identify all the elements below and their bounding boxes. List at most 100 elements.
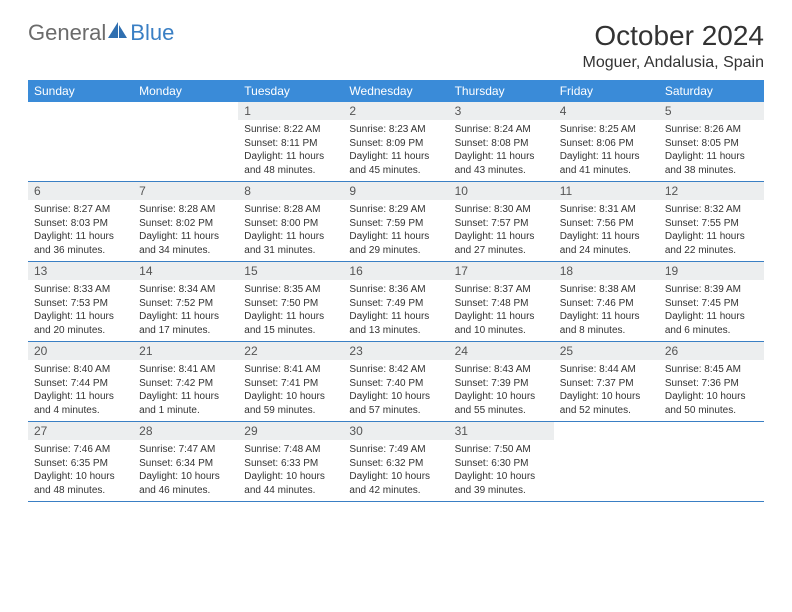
sunrise-text: Sunrise: 8:24 AM — [455, 123, 548, 137]
weekday-label: Tuesday — [238, 80, 343, 102]
calendar-cell: 27Sunrise: 7:46 AMSunset: 6:35 PMDayligh… — [28, 422, 133, 502]
daylight-text: Daylight: 10 hours and 46 minutes. — [139, 470, 232, 497]
sunrise-text: Sunrise: 8:33 AM — [34, 283, 127, 297]
daylight-text: Daylight: 10 hours and 55 minutes. — [455, 390, 548, 417]
sunset-text: Sunset: 7:49 PM — [349, 297, 442, 311]
daylight-text: Daylight: 11 hours and 15 minutes. — [244, 310, 337, 337]
calendar-week: 20Sunrise: 8:40 AMSunset: 7:44 PMDayligh… — [28, 342, 764, 422]
day-details: Sunrise: 8:39 AMSunset: 7:45 PMDaylight:… — [659, 280, 764, 341]
sunset-text: Sunset: 7:48 PM — [455, 297, 548, 311]
day-details: Sunrise: 8:31 AMSunset: 7:56 PMDaylight:… — [554, 200, 659, 261]
calendar-cell: 31Sunrise: 7:50 AMSunset: 6:30 PMDayligh… — [449, 422, 554, 502]
day-details: Sunrise: 8:23 AMSunset: 8:09 PMDaylight:… — [343, 120, 448, 181]
sunrise-text: Sunrise: 8:39 AM — [665, 283, 758, 297]
calendar-cell: 10Sunrise: 8:30 AMSunset: 7:57 PMDayligh… — [449, 182, 554, 262]
weekday-label: Thursday — [449, 80, 554, 102]
day-details: Sunrise: 8:40 AMSunset: 7:44 PMDaylight:… — [28, 360, 133, 421]
calendar-cell: 19Sunrise: 8:39 AMSunset: 7:45 PMDayligh… — [659, 262, 764, 342]
daylight-text: Daylight: 11 hours and 10 minutes. — [455, 310, 548, 337]
daylight-text: Daylight: 11 hours and 8 minutes. — [560, 310, 653, 337]
page-header: General Blue October 2024 Moguer, Andalu… — [28, 20, 764, 72]
day-number: 2 — [343, 102, 448, 120]
sunset-text: Sunset: 7:36 PM — [665, 377, 758, 391]
day-details: Sunrise: 8:43 AMSunset: 7:39 PMDaylight:… — [449, 360, 554, 421]
day-number: 4 — [554, 102, 659, 120]
calendar-week: 27Sunrise: 7:46 AMSunset: 6:35 PMDayligh… — [28, 422, 764, 502]
calendar-cell — [28, 102, 133, 182]
calendar-body: 1Sunrise: 8:22 AMSunset: 8:11 PMDaylight… — [28, 102, 764, 502]
day-number: 9 — [343, 182, 448, 200]
calendar-cell — [133, 102, 238, 182]
weekday-label: Sunday — [28, 80, 133, 102]
daylight-text: Daylight: 11 hours and 31 minutes. — [244, 230, 337, 257]
day-number: 30 — [343, 422, 448, 440]
sunrise-text: Sunrise: 7:49 AM — [349, 443, 442, 457]
sunrise-text: Sunrise: 8:31 AM — [560, 203, 653, 217]
weekday-label: Wednesday — [343, 80, 448, 102]
sunrise-text: Sunrise: 8:34 AM — [139, 283, 232, 297]
day-details: Sunrise: 7:50 AMSunset: 6:30 PMDaylight:… — [449, 440, 554, 501]
sunset-text: Sunset: 7:37 PM — [560, 377, 653, 391]
day-number: 18 — [554, 262, 659, 280]
calendar-cell: 7Sunrise: 8:28 AMSunset: 8:02 PMDaylight… — [133, 182, 238, 262]
sunset-text: Sunset: 8:02 PM — [139, 217, 232, 231]
day-details: Sunrise: 8:34 AMSunset: 7:52 PMDaylight:… — [133, 280, 238, 341]
sunrise-text: Sunrise: 8:22 AM — [244, 123, 337, 137]
sunset-text: Sunset: 7:59 PM — [349, 217, 442, 231]
day-details: Sunrise: 8:36 AMSunset: 7:49 PMDaylight:… — [343, 280, 448, 341]
calendar-cell: 26Sunrise: 8:45 AMSunset: 7:36 PMDayligh… — [659, 342, 764, 422]
daylight-text: Daylight: 11 hours and 38 minutes. — [665, 150, 758, 177]
calendar-cell: 28Sunrise: 7:47 AMSunset: 6:34 PMDayligh… — [133, 422, 238, 502]
day-number: 24 — [449, 342, 554, 360]
day-details: Sunrise: 7:47 AMSunset: 6:34 PMDaylight:… — [133, 440, 238, 501]
day-number — [133, 102, 238, 106]
sunset-text: Sunset: 8:06 PM — [560, 137, 653, 151]
calendar-cell: 30Sunrise: 7:49 AMSunset: 6:32 PMDayligh… — [343, 422, 448, 502]
day-details: Sunrise: 8:44 AMSunset: 7:37 PMDaylight:… — [554, 360, 659, 421]
sunrise-text: Sunrise: 7:47 AM — [139, 443, 232, 457]
daylight-text: Daylight: 10 hours and 48 minutes. — [34, 470, 127, 497]
sunrise-text: Sunrise: 8:23 AM — [349, 123, 442, 137]
day-details: Sunrise: 7:49 AMSunset: 6:32 PMDaylight:… — [343, 440, 448, 501]
weekday-label: Friday — [554, 80, 659, 102]
daylight-text: Daylight: 11 hours and 45 minutes. — [349, 150, 442, 177]
sunrise-text: Sunrise: 7:46 AM — [34, 443, 127, 457]
day-number: 21 — [133, 342, 238, 360]
day-number: 27 — [28, 422, 133, 440]
calendar-cell: 8Sunrise: 8:28 AMSunset: 8:00 PMDaylight… — [238, 182, 343, 262]
calendar-cell: 17Sunrise: 8:37 AMSunset: 7:48 PMDayligh… — [449, 262, 554, 342]
daylight-text: Daylight: 11 hours and 36 minutes. — [34, 230, 127, 257]
day-number — [554, 422, 659, 426]
day-number: 26 — [659, 342, 764, 360]
day-details: Sunrise: 8:42 AMSunset: 7:40 PMDaylight:… — [343, 360, 448, 421]
sail-icon — [108, 22, 128, 40]
sunrise-text: Sunrise: 8:28 AM — [244, 203, 337, 217]
day-details: Sunrise: 8:25 AMSunset: 8:06 PMDaylight:… — [554, 120, 659, 181]
daylight-text: Daylight: 11 hours and 17 minutes. — [139, 310, 232, 337]
day-number: 31 — [449, 422, 554, 440]
day-details: Sunrise: 8:45 AMSunset: 7:36 PMDaylight:… — [659, 360, 764, 421]
daylight-text: Daylight: 11 hours and 22 minutes. — [665, 230, 758, 257]
sunrise-text: Sunrise: 8:44 AM — [560, 363, 653, 377]
day-number: 7 — [133, 182, 238, 200]
brand-part2: Blue — [130, 20, 174, 46]
sunrise-text: Sunrise: 8:35 AM — [244, 283, 337, 297]
daylight-text: Daylight: 11 hours and 20 minutes. — [34, 310, 127, 337]
day-details: Sunrise: 8:37 AMSunset: 7:48 PMDaylight:… — [449, 280, 554, 341]
day-details: Sunrise: 8:29 AMSunset: 7:59 PMDaylight:… — [343, 200, 448, 261]
day-number: 19 — [659, 262, 764, 280]
calendar-cell: 29Sunrise: 7:48 AMSunset: 6:33 PMDayligh… — [238, 422, 343, 502]
daylight-text: Daylight: 11 hours and 43 minutes. — [455, 150, 548, 177]
day-details: Sunrise: 8:41 AMSunset: 7:42 PMDaylight:… — [133, 360, 238, 421]
calendar-cell: 15Sunrise: 8:35 AMSunset: 7:50 PMDayligh… — [238, 262, 343, 342]
sunrise-text: Sunrise: 8:27 AM — [34, 203, 127, 217]
sunrise-text: Sunrise: 8:32 AM — [665, 203, 758, 217]
sunrise-text: Sunrise: 8:37 AM — [455, 283, 548, 297]
calendar-cell: 22Sunrise: 8:41 AMSunset: 7:41 PMDayligh… — [238, 342, 343, 422]
calendar-cell: 13Sunrise: 8:33 AMSunset: 7:53 PMDayligh… — [28, 262, 133, 342]
daylight-text: Daylight: 11 hours and 34 minutes. — [139, 230, 232, 257]
day-number: 20 — [28, 342, 133, 360]
day-number: 15 — [238, 262, 343, 280]
sunset-text: Sunset: 7:46 PM — [560, 297, 653, 311]
sunrise-text: Sunrise: 8:38 AM — [560, 283, 653, 297]
